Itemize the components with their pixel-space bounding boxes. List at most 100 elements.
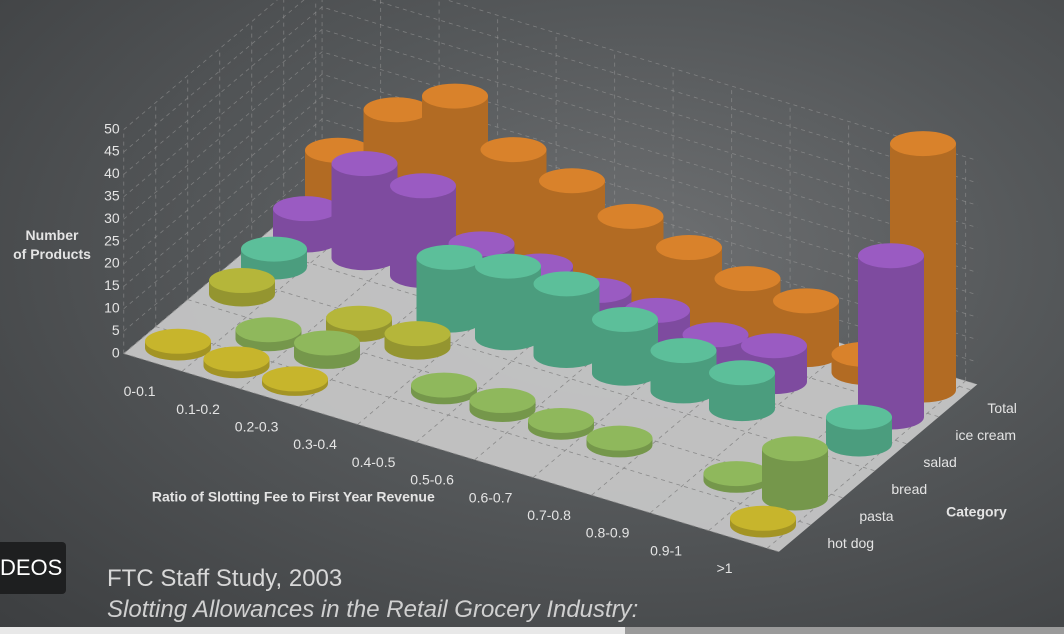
bar-top: [363, 97, 430, 123]
bar: [858, 243, 924, 430]
bar-top: [533, 271, 600, 297]
bar-top: [592, 306, 658, 332]
x-axis-label: Ratio of Slotting Fee to First Year Reve…: [152, 488, 435, 504]
bar: [762, 436, 828, 511]
y-tick-label: 35: [104, 187, 120, 203]
y-tick-label: 30: [104, 210, 120, 226]
x-tick-label: 0-0.1: [124, 383, 156, 399]
subtitle: Slotting Allowances in the Retail Grocer…: [107, 596, 639, 623]
z-axis-label: Category: [946, 503, 1007, 519]
floor-grid: [251, 245, 908, 445]
x-tick-label: 0.2-0.3: [235, 419, 279, 435]
bar-top: [730, 505, 796, 531]
bar: [235, 317, 302, 352]
progress-buffer: [625, 627, 1064, 634]
bar: [533, 271, 600, 368]
bar-top: [528, 407, 594, 433]
bar-side: [650, 350, 717, 404]
series-label: ice cream: [955, 427, 1016, 443]
floor-grid: [123, 353, 780, 553]
series-label: hot dog: [827, 535, 874, 551]
bar-top: [762, 436, 828, 462]
bar-top: [235, 317, 302, 343]
bar-top: [890, 131, 956, 157]
y-tick-label: 5: [112, 322, 120, 338]
bar: [384, 321, 451, 360]
bar-top: [826, 404, 892, 430]
bar: [826, 404, 892, 457]
bar-side: [858, 255, 924, 430]
y-tick-label: 50: [104, 120, 120, 136]
y-axis-label: Number of Products: [13, 227, 91, 262]
y-tick-label: 25: [104, 232, 120, 248]
bar-top: [586, 425, 653, 451]
x-tick-label: 0.6-0.7: [469, 489, 513, 505]
grid-line: [123, 0, 978, 161]
bar: [416, 244, 483, 333]
x-tick-label: 0.8-0.9: [586, 525, 630, 541]
bar-side: [709, 372, 775, 422]
bar-top: [703, 461, 770, 487]
bar-top: [384, 321, 451, 347]
bar-top: [597, 203, 664, 229]
grid-line: [123, 73, 978, 273]
y-tick-label: 10: [104, 299, 120, 315]
bar: [592, 306, 658, 386]
floor-grid: [766, 380, 966, 549]
bar: [475, 253, 541, 351]
bar-top: [475, 253, 541, 279]
bar: [145, 328, 211, 361]
floor-grid: [219, 272, 876, 472]
series-label: Total: [987, 400, 1017, 416]
source: FTC Staff Study, 2003: [107, 565, 343, 592]
bar: [294, 330, 360, 369]
bar-top: [469, 388, 536, 414]
bar-top: [203, 346, 270, 372]
bar-top: [422, 83, 488, 109]
x-tick-label: 0.7-0.8: [527, 507, 571, 523]
bar-top: [480, 137, 547, 163]
bar-side: [331, 163, 398, 271]
progress-bar: [0, 627, 1064, 634]
bar: [411, 372, 477, 405]
bar-side: [533, 283, 600, 368]
bar: [331, 151, 398, 271]
y-tick-label: 20: [104, 255, 120, 271]
bar-top: [273, 196, 339, 222]
bar-top: [714, 266, 781, 292]
x-tick-label: 0.9-1: [650, 542, 682, 558]
bar: [469, 388, 536, 422]
bar-top: [390, 173, 456, 199]
bar: [203, 346, 270, 379]
x-tick-label: 0.5-0.6: [410, 472, 454, 488]
x-tick-label: 0.1-0.2: [176, 401, 220, 417]
bar-top: [209, 268, 275, 294]
bar: [709, 360, 775, 422]
videos-button[interactable]: DEOS: [0, 542, 66, 594]
bar-top: [416, 244, 483, 270]
bar-top: [650, 338, 717, 364]
bar: [730, 505, 796, 538]
bar-top: [858, 243, 924, 269]
bar-top: [326, 305, 392, 331]
bar: [262, 366, 328, 396]
bar-top: [656, 235, 722, 261]
y-tick-label: 40: [104, 165, 120, 181]
series-label: salad: [923, 454, 956, 470]
bar-top: [411, 372, 477, 398]
grid-line: [123, 28, 978, 228]
bar-top: [241, 236, 307, 262]
y-tick-label: 45: [104, 143, 120, 159]
floor-grid: [649, 345, 849, 514]
grid-line: [123, 0, 978, 184]
bar-top: [709, 360, 775, 386]
y-tick-label: 15: [104, 277, 120, 293]
x-tick-label: 0.3-0.4: [293, 436, 337, 452]
bar-top: [294, 330, 360, 356]
bar-top: [539, 168, 605, 194]
grid-line: [123, 51, 978, 251]
bar: [650, 338, 717, 404]
bar-top: [331, 151, 398, 177]
